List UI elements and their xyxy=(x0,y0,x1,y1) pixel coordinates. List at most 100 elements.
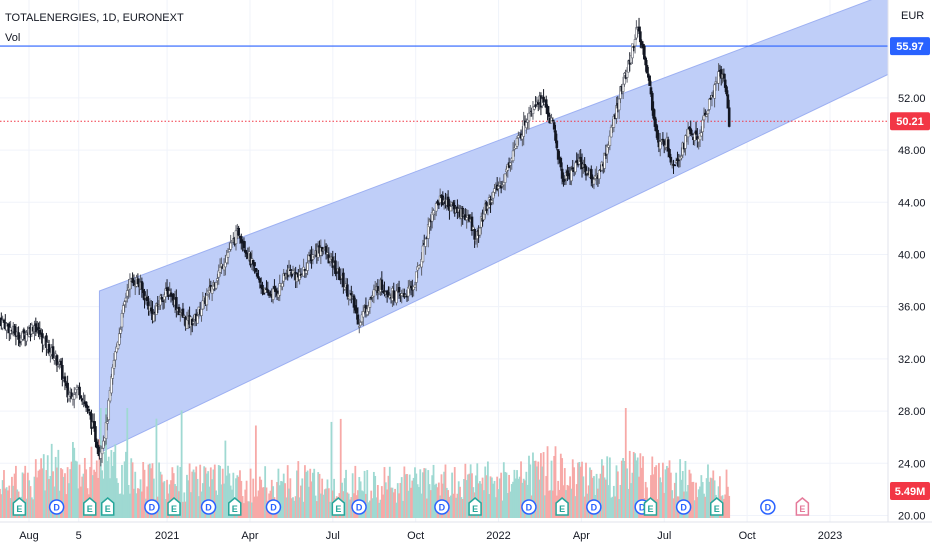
earnings-marker[interactable]: E xyxy=(555,497,569,516)
candle-body[interactable] xyxy=(413,284,417,288)
candle-body[interactable] xyxy=(2,319,6,323)
candle-body[interactable] xyxy=(342,272,345,288)
candle-body[interactable] xyxy=(143,291,146,301)
candle-body[interactable] xyxy=(527,112,531,122)
candle-body[interactable] xyxy=(185,319,189,329)
candle-body[interactable] xyxy=(72,394,76,400)
candle-body[interactable] xyxy=(356,314,360,325)
candle-body[interactable] xyxy=(621,83,625,92)
candle-body[interactable] xyxy=(668,149,671,157)
candle-body[interactable] xyxy=(322,249,325,251)
candle-body[interactable] xyxy=(612,116,616,128)
candle-body[interactable] xyxy=(534,104,537,107)
candle-body[interactable] xyxy=(346,284,349,297)
candle-body[interactable] xyxy=(417,265,421,269)
candle-body[interactable] xyxy=(690,133,694,136)
candle-body[interactable] xyxy=(306,262,309,271)
candle-body[interactable] xyxy=(216,278,219,281)
dividend-marker[interactable]: D xyxy=(144,499,160,515)
last-price-badge[interactable]: 50.21 xyxy=(890,112,930,131)
candle-body[interactable] xyxy=(226,252,230,258)
level-price-badge[interactable]: 55.97 xyxy=(890,37,930,56)
candle-body[interactable] xyxy=(271,288,275,300)
candle-body[interactable] xyxy=(290,271,293,277)
candle-body[interactable] xyxy=(658,141,662,150)
candle-body[interactable] xyxy=(470,216,474,232)
candle-body[interactable] xyxy=(196,315,199,324)
dividend-marker[interactable]: D xyxy=(521,499,537,515)
candle-body[interactable] xyxy=(47,344,51,354)
candle-body[interactable] xyxy=(120,313,124,328)
candle-body[interactable] xyxy=(395,290,398,304)
candle-body[interactable] xyxy=(132,280,136,287)
candle-body[interactable] xyxy=(119,329,122,334)
candle-body[interactable] xyxy=(529,112,532,114)
candle-body[interactable] xyxy=(136,278,140,285)
candle-body[interactable] xyxy=(181,308,185,318)
earnings-marker[interactable]: E xyxy=(331,497,346,516)
candle-body[interactable] xyxy=(229,242,232,250)
candle-body[interactable] xyxy=(661,138,665,141)
candle-body[interactable] xyxy=(254,268,258,272)
candle-body[interactable] xyxy=(106,421,109,424)
candle-body[interactable] xyxy=(449,206,453,212)
candle-body[interactable] xyxy=(414,271,418,283)
dividend-marker[interactable]: D xyxy=(586,499,602,515)
dividend-marker[interactable]: D xyxy=(351,499,367,515)
candle-body[interactable] xyxy=(609,126,613,138)
candle-body[interactable] xyxy=(649,87,653,95)
candle-body[interactable] xyxy=(648,75,651,86)
candle-body[interactable] xyxy=(563,179,567,182)
candle-body[interactable] xyxy=(161,300,165,303)
candle-body[interactable] xyxy=(121,305,125,314)
candle-body[interactable] xyxy=(392,290,396,299)
candle-body[interactable] xyxy=(592,179,596,185)
candle-body[interactable] xyxy=(701,119,704,133)
earnings-marker[interactable]: E xyxy=(100,497,115,516)
candle-body[interactable] xyxy=(75,387,79,390)
candle-body[interactable] xyxy=(261,284,264,290)
earnings-marker[interactable]: E xyxy=(643,497,658,516)
candle-body[interactable] xyxy=(674,160,678,163)
candle-body[interactable] xyxy=(498,183,502,186)
candle-body[interactable] xyxy=(359,322,362,326)
candle-body[interactable] xyxy=(17,332,20,340)
candle-body[interactable] xyxy=(544,99,548,108)
candle-body[interactable] xyxy=(218,267,222,273)
candle-body[interactable] xyxy=(326,252,329,255)
candle-body[interactable] xyxy=(434,203,438,212)
candle-body[interactable] xyxy=(102,440,105,449)
candle-body[interactable] xyxy=(608,135,612,146)
candle-body[interactable] xyxy=(86,406,89,408)
candle-body[interactable] xyxy=(631,43,634,59)
candle-body[interactable] xyxy=(37,327,40,329)
candle-body[interactable] xyxy=(432,210,435,215)
candle-body[interactable] xyxy=(114,351,117,361)
candle-body[interactable] xyxy=(552,122,556,130)
candle-body[interactable] xyxy=(412,286,415,290)
candle-body[interactable] xyxy=(644,57,647,66)
candle-body[interactable] xyxy=(705,114,708,117)
candle-body[interactable] xyxy=(357,325,361,328)
candle-body[interactable] xyxy=(554,130,557,141)
candle-body[interactable] xyxy=(491,191,495,199)
candle-body[interactable] xyxy=(700,132,703,137)
candle-body[interactable] xyxy=(263,287,267,294)
candle-body[interactable] xyxy=(666,139,670,152)
candle-body[interactable] xyxy=(201,300,205,310)
candle-body[interactable] xyxy=(560,168,564,179)
candle-body[interactable] xyxy=(66,382,69,398)
candle-body[interactable] xyxy=(617,98,621,111)
candle-body[interactable] xyxy=(145,296,149,302)
candle-body[interactable] xyxy=(125,290,129,297)
candle-body[interactable] xyxy=(76,385,80,388)
candle-body[interactable] xyxy=(689,128,693,135)
candle-body[interactable] xyxy=(87,409,91,412)
candle-body[interactable] xyxy=(509,162,512,166)
candle-body[interactable] xyxy=(424,238,427,247)
candle-body[interactable] xyxy=(633,39,637,47)
candle-body[interactable] xyxy=(717,71,720,84)
candle-body[interactable] xyxy=(497,186,500,189)
candle-body[interactable] xyxy=(656,129,659,140)
